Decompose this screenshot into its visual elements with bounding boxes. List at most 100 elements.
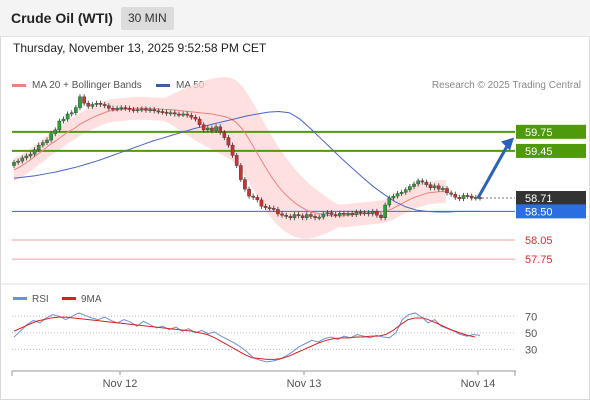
candle-body (214, 126, 218, 131)
candle-body (86, 102, 91, 107)
candle-body (474, 197, 478, 199)
candle-body (115, 108, 119, 110)
candle-body (185, 113, 190, 116)
candle-body (408, 186, 412, 190)
candle-body (436, 185, 441, 190)
candle-body (210, 127, 214, 131)
ma50-swatch (156, 83, 170, 87)
candle-body (354, 211, 359, 215)
candle-body (20, 157, 25, 162)
legend-bollinger: MA 20 + Bollinger Bands (12, 80, 142, 91)
candle-body (416, 180, 420, 185)
candle-body (234, 155, 239, 166)
x-tick-label: Nov 12 (103, 378, 138, 390)
candle-body (239, 165, 243, 180)
candle-body (321, 213, 326, 218)
candle-body (222, 132, 227, 138)
candle-body (325, 212, 330, 215)
header-bar: Crude Oil (WTI) 30 MIN (0, 0, 590, 37)
candle-body (74, 107, 78, 113)
candlestick-layer (12, 94, 514, 221)
candle-body (160, 111, 165, 113)
rsi-tick-50: 50 (525, 328, 537, 340)
candle-body (424, 181, 429, 185)
candle-body (313, 216, 317, 218)
candle-body (32, 149, 37, 155)
candle-body (395, 193, 400, 197)
ma50-legend-label: MA 50 (176, 80, 205, 91)
legend-ma50: MA 50 (156, 80, 204, 91)
level-tag-text-59.75: 59.75 (525, 127, 553, 139)
x-tick-label: Nov 14 (461, 378, 496, 390)
candle-body (346, 213, 350, 215)
candle-body (144, 108, 148, 111)
rsi-line (13, 312, 481, 363)
candle-body (230, 144, 235, 156)
candle-body (317, 216, 321, 219)
candle-body (461, 195, 466, 199)
bollinger-legend-label: MA 20 + Bollinger Bands (32, 80, 142, 91)
candle-body (28, 153, 33, 157)
candle-body (383, 204, 387, 218)
candle-body (449, 192, 453, 195)
candle-body (337, 213, 342, 216)
candle-body (206, 127, 210, 131)
candle-body (61, 118, 66, 122)
candle-body (276, 209, 280, 215)
level-tag-text-59.45: 59.45 (525, 146, 553, 158)
candle-body (259, 199, 264, 207)
candle-body (469, 195, 474, 199)
candle-body (131, 109, 136, 111)
candle-body (284, 214, 288, 217)
candle-body (156, 110, 161, 113)
candle-body (309, 214, 313, 217)
candle-body (333, 214, 338, 216)
timestamp: Thursday, November 13, 2025 9:52:58 PM C… (13, 41, 267, 55)
candle-body (98, 102, 103, 105)
research-credit: Research © 2025 Trading Central (431, 80, 581, 91)
candle-body (375, 211, 379, 216)
candle-body (342, 213, 346, 215)
level-tag-box-58.71 (516, 191, 586, 205)
candle-body (82, 96, 86, 104)
interval-badge[interactable]: 30 MIN (121, 7, 174, 30)
candle-body (300, 215, 305, 218)
candle-body (140, 108, 144, 111)
ma50-line (13, 110, 480, 213)
candle-body (288, 216, 293, 218)
bollinger-band (14, 77, 446, 239)
candle-body (168, 112, 173, 115)
candle-body (304, 214, 309, 218)
candle-body (119, 107, 124, 110)
candle-body (247, 188, 251, 197)
candle-body (12, 162, 16, 166)
candle-body (272, 207, 276, 210)
level-tag-box-58.50 (516, 204, 586, 219)
candle-body (358, 211, 363, 214)
candle-body (65, 113, 70, 120)
candle-body (218, 126, 222, 133)
candle-body (148, 109, 152, 111)
candle-body (251, 195, 255, 198)
level-tag-text-58.50: 58.50 (525, 206, 553, 218)
candle-body (193, 116, 198, 120)
candle-body (226, 137, 231, 146)
candle-body (49, 133, 53, 141)
rsi-swatch (13, 297, 27, 300)
candle-body (111, 108, 115, 110)
instrument-title: Crude Oil (WTI) (11, 10, 113, 26)
candle-body (94, 102, 99, 105)
rsi-panel: RSI 9MA 70 50 30 (0, 283, 590, 363)
candle-body (24, 155, 29, 159)
candle-body (201, 124, 206, 131)
candle-body (123, 107, 128, 110)
candle-body (127, 108, 132, 110)
candle-body (267, 207, 272, 209)
rsi-ma-legend-label: 9MA (81, 294, 102, 305)
candle-body (387, 197, 392, 206)
rsi-tick-30: 30 (525, 344, 537, 356)
candle-body (329, 212, 334, 215)
candle-body (428, 184, 433, 189)
